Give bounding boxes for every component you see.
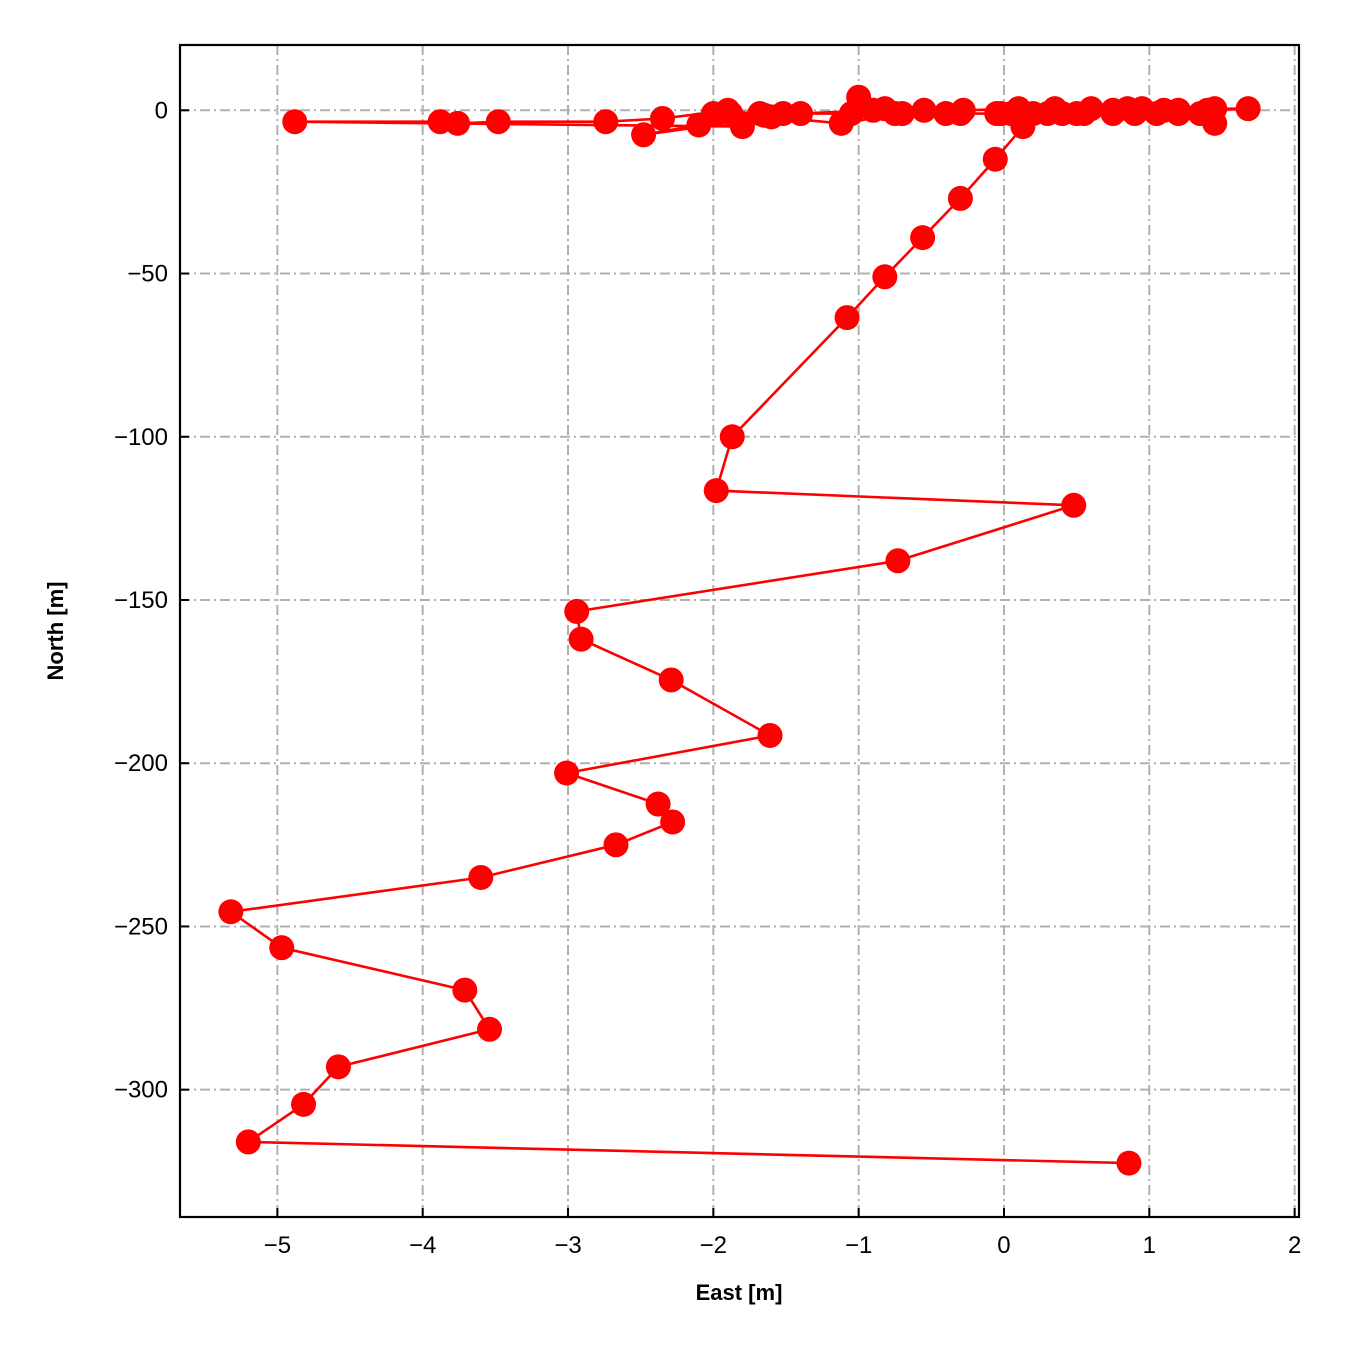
data-point [1144,101,1170,127]
data-point [325,1054,351,1080]
data-point [1202,110,1228,136]
y-tick-label: −200 [114,750,168,777]
data-point [1165,101,1191,127]
y-tick-label: 0 [155,97,168,124]
x-tick-label: −5 [264,1232,291,1259]
data-point [872,264,898,290]
y-tick-label: −250 [114,913,168,940]
x-axis-label: East [m] [696,1280,783,1305]
data-point [1116,1150,1142,1176]
data-point [235,1129,261,1155]
x-tick-label: −2 [700,1232,727,1259]
y-tick-label: −150 [114,587,168,614]
data-point [882,101,908,127]
y-tick-label: −50 [127,261,168,288]
data-point [718,101,744,127]
data-point [427,109,453,135]
data-point [649,105,675,131]
data-point [282,109,308,135]
data-point [1100,101,1126,127]
data-point [719,424,745,450]
x-tick-label: −4 [409,1232,436,1259]
data-point [291,1091,317,1117]
data-point [911,97,937,123]
data-series [218,84,1261,1176]
x-tick-label: 0 [997,1232,1010,1259]
data-point [468,864,494,890]
data-point [910,225,936,251]
data-point [933,101,959,127]
data-point [1235,96,1261,122]
data-point [564,598,590,624]
data-point [834,305,860,331]
x-tick-label: −1 [845,1232,872,1259]
y-axis-label: North [m] [43,582,68,681]
data-point [885,548,911,574]
data-point [788,101,814,127]
y-tick-label: −300 [114,1077,168,1104]
data-point [1071,101,1097,127]
data-point [860,97,886,123]
data-point [700,101,726,127]
data-point [757,722,783,748]
data-point [485,109,511,135]
x-tick-label: 1 [1143,1232,1156,1259]
data-point [645,791,671,817]
plot-background [180,45,1299,1217]
data-point [1122,101,1148,127]
data-point [658,667,684,693]
data-point [988,101,1014,127]
data-point [703,478,729,504]
data-point [593,109,619,135]
y-tick-label: −100 [114,424,168,451]
data-point [631,122,657,148]
data-point [218,899,244,925]
data-point [660,809,686,835]
data-point [603,832,629,858]
data-point [1020,101,1046,127]
data-point [568,626,594,652]
data-point [838,101,864,127]
data-point [1061,492,1087,518]
data-point [747,101,773,127]
data-point [269,935,295,961]
plot-frame [178,43,1301,1219]
data-point [982,146,1008,172]
data-point [452,977,478,1003]
data-point [1049,101,1075,127]
data-point [554,760,580,786]
ticks: −5 −4 −3 −2 −1 0 1 2 0 −50 −100 −150 −200 −250 −300 [114,97,1301,1259]
grid [180,45,1299,1217]
data-point [770,101,796,127]
x-tick-label: −3 [554,1232,581,1259]
x-tick-label: 2 [1288,1232,1301,1259]
data-point [477,1016,503,1042]
data-point [947,185,973,211]
